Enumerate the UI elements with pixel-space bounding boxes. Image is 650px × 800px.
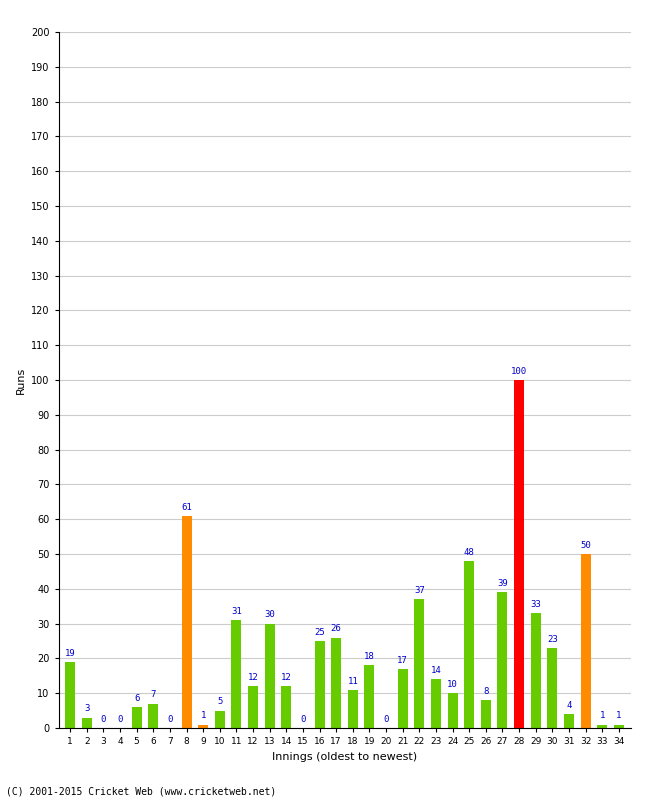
Text: 18: 18 bbox=[364, 652, 375, 661]
Bar bbox=[281, 686, 291, 728]
Bar bbox=[82, 718, 92, 728]
Text: 25: 25 bbox=[314, 628, 325, 637]
Bar bbox=[148, 704, 158, 728]
Text: 3: 3 bbox=[84, 704, 90, 714]
Bar bbox=[464, 561, 474, 728]
Text: 6: 6 bbox=[134, 694, 139, 703]
Text: 5: 5 bbox=[217, 698, 222, 706]
Bar bbox=[181, 516, 192, 728]
Bar bbox=[198, 725, 208, 728]
Text: 0: 0 bbox=[167, 715, 173, 724]
Text: 10: 10 bbox=[447, 680, 458, 689]
Text: 61: 61 bbox=[181, 502, 192, 511]
Bar bbox=[65, 662, 75, 728]
Text: 31: 31 bbox=[231, 607, 242, 616]
Text: 14: 14 bbox=[430, 666, 441, 675]
Text: 17: 17 bbox=[397, 656, 408, 665]
Bar bbox=[414, 599, 424, 728]
Text: 4: 4 bbox=[566, 701, 571, 710]
Text: 1: 1 bbox=[200, 711, 206, 720]
Text: 33: 33 bbox=[530, 600, 541, 609]
Text: (C) 2001-2015 Cricket Web (www.cricketweb.net): (C) 2001-2015 Cricket Web (www.cricketwe… bbox=[6, 786, 277, 796]
Bar bbox=[431, 679, 441, 728]
Bar bbox=[448, 693, 458, 728]
Bar bbox=[398, 669, 408, 728]
X-axis label: Innings (oldest to newest): Innings (oldest to newest) bbox=[272, 751, 417, 762]
Bar bbox=[514, 380, 524, 728]
Text: 30: 30 bbox=[265, 610, 275, 619]
Bar bbox=[214, 710, 225, 728]
Bar bbox=[614, 725, 624, 728]
Text: 0: 0 bbox=[118, 715, 123, 724]
Text: 39: 39 bbox=[497, 579, 508, 588]
Bar bbox=[365, 666, 374, 728]
Bar bbox=[132, 707, 142, 728]
Text: 0: 0 bbox=[384, 715, 389, 724]
Text: 23: 23 bbox=[547, 634, 558, 644]
Bar bbox=[231, 620, 241, 728]
Bar bbox=[481, 700, 491, 728]
Text: 8: 8 bbox=[483, 687, 489, 696]
Bar bbox=[580, 554, 591, 728]
Bar bbox=[497, 592, 508, 728]
Bar bbox=[564, 714, 574, 728]
Text: 7: 7 bbox=[151, 690, 156, 699]
Bar bbox=[531, 613, 541, 728]
Text: 50: 50 bbox=[580, 541, 591, 550]
Text: 12: 12 bbox=[281, 673, 292, 682]
Text: 19: 19 bbox=[65, 649, 75, 658]
Bar bbox=[547, 648, 557, 728]
Text: 26: 26 bbox=[331, 624, 341, 634]
Text: 37: 37 bbox=[414, 586, 424, 595]
Text: 100: 100 bbox=[511, 367, 527, 376]
Bar bbox=[248, 686, 258, 728]
Text: 0: 0 bbox=[300, 715, 306, 724]
Bar bbox=[315, 641, 324, 728]
Text: 11: 11 bbox=[348, 677, 358, 686]
Y-axis label: Runs: Runs bbox=[16, 366, 25, 394]
Text: 48: 48 bbox=[464, 548, 474, 557]
Bar bbox=[597, 725, 607, 728]
Bar bbox=[332, 638, 341, 728]
Text: 1: 1 bbox=[599, 711, 605, 720]
Text: 1: 1 bbox=[616, 711, 621, 720]
Bar bbox=[348, 690, 358, 728]
Text: 0: 0 bbox=[101, 715, 106, 724]
Bar bbox=[265, 624, 275, 728]
Text: 12: 12 bbox=[248, 673, 259, 682]
